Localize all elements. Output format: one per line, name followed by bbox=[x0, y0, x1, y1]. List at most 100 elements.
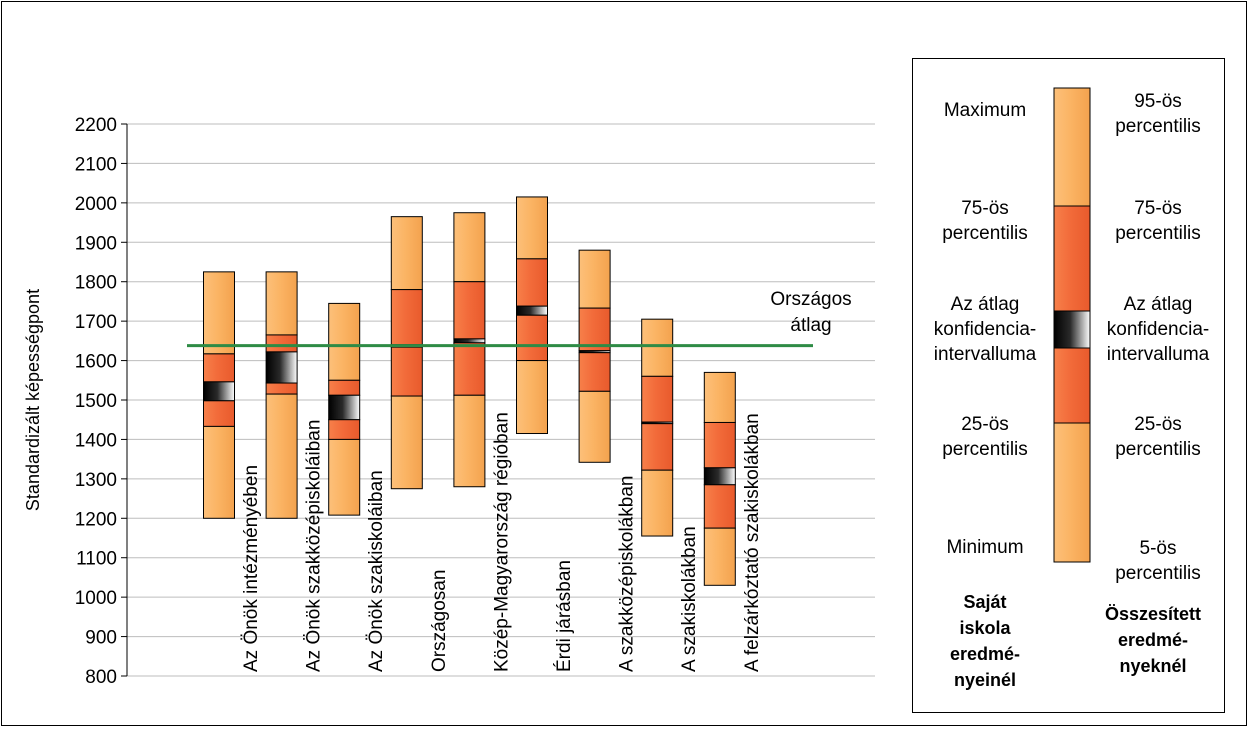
y-tick-label: 1500 bbox=[75, 391, 117, 412]
legend-left-p75: 75-ös percentilis bbox=[942, 198, 1028, 244]
boxes bbox=[203, 196, 736, 586]
category-labels: Az Önök intézményében Az Önök szakközépis… bbox=[241, 412, 763, 672]
y-tick-label: 1800 bbox=[75, 273, 117, 294]
box-inner-upper-segment bbox=[390, 289, 423, 346]
y-tick-label: 2000 bbox=[75, 194, 117, 215]
box-lower-segment bbox=[453, 394, 486, 488]
category-label: A szakközépiskolákban bbox=[617, 476, 638, 672]
box-upper-segment bbox=[578, 249, 611, 309]
legend-footer-aggregate: Összesített eredmé- nyeknél bbox=[1104, 604, 1202, 676]
box-inner-lower-segment bbox=[203, 400, 235, 427]
box-inner-lower-segment bbox=[328, 419, 361, 440]
legend-upper-box bbox=[1053, 87, 1091, 207]
y-tick-label: 1100 bbox=[76, 549, 117, 570]
box-upper-segment bbox=[390, 216, 423, 291]
legend-swatch bbox=[1053, 87, 1091, 563]
box-confidence-interval bbox=[328, 394, 361, 421]
category-label: Az Önök szakiskoláiban bbox=[366, 470, 387, 672]
category-label: A felzárkóztató szakiskolákban bbox=[742, 413, 763, 672]
box-upper-segment bbox=[453, 212, 486, 283]
box-inner-lower-segment bbox=[578, 352, 611, 392]
category-label: Közép-Magyarország régióban bbox=[491, 412, 512, 672]
box-inner-upper-segment bbox=[265, 334, 298, 353]
category-label: Országosan bbox=[429, 570, 450, 672]
y-tick-label: 800 bbox=[85, 667, 117, 688]
box-inner-lower-segment bbox=[703, 484, 736, 529]
legend-left-ci: Az átlag konfidencia- intervalluma bbox=[933, 294, 1037, 365]
category-label: Az Önök intézményében bbox=[241, 465, 262, 672]
category-label: Az Önök szakközépiskoláiban bbox=[304, 420, 325, 672]
box-inner-lower-segment bbox=[390, 346, 423, 397]
y-tick-label: 1400 bbox=[75, 430, 117, 451]
box-confidence-interval bbox=[516, 305, 548, 316]
legend-lower-box bbox=[1053, 422, 1091, 563]
y-tick-label: 1600 bbox=[75, 352, 117, 373]
box-group bbox=[516, 196, 548, 435]
box-lower-segment bbox=[641, 469, 674, 537]
reference-line-label: Országos bbox=[770, 289, 851, 310]
box-group bbox=[265, 271, 298, 519]
box-upper-segment bbox=[516, 196, 548, 260]
y-tick-label: 1700 bbox=[75, 312, 117, 333]
reference-line-label: átlag bbox=[790, 315, 831, 336]
box-inner-lower-segment bbox=[516, 314, 548, 362]
box-confidence-interval bbox=[265, 351, 298, 384]
box-group bbox=[328, 302, 361, 516]
legend-minimum: Minimum bbox=[946, 537, 1024, 558]
box-lower-segment bbox=[390, 395, 423, 490]
box-confidence-interval bbox=[703, 467, 736, 486]
category-label: A szakiskolákban bbox=[679, 526, 700, 672]
legend-left-p25: 25-ös percentilis bbox=[942, 414, 1028, 460]
box-inner-lower-segment bbox=[453, 342, 486, 396]
box-confidence-interval bbox=[453, 338, 486, 344]
y-tick-label: 1300 bbox=[75, 470, 117, 491]
box-upper-segment bbox=[703, 371, 736, 423]
legend-footer-own-school: Saját iskola eredmé- nyeinél bbox=[949, 592, 1021, 690]
y-tick-label: 900 bbox=[85, 628, 117, 649]
legend-ci bbox=[1053, 310, 1091, 349]
box-group bbox=[641, 318, 674, 537]
box-group bbox=[203, 271, 235, 519]
category-label: Érdi járásban bbox=[554, 560, 575, 672]
legend-right-p25: 25-ös percentilis bbox=[1115, 414, 1201, 460]
box-upper-segment bbox=[328, 302, 361, 381]
box-upper-segment bbox=[265, 271, 298, 336]
box-inner-upper-segment bbox=[328, 379, 361, 396]
box-group bbox=[578, 249, 611, 463]
y-tick-label: 2100 bbox=[75, 154, 117, 175]
y-tick-label: 1200 bbox=[75, 509, 117, 530]
box-lower-segment bbox=[578, 390, 611, 463]
y-tick-label: 1900 bbox=[75, 233, 117, 254]
box-inner-upper-segment bbox=[703, 421, 736, 469]
legend-right-p5: 5-ös percentilis bbox=[1115, 538, 1201, 584]
box-upper-segment bbox=[203, 271, 235, 355]
box-confidence-interval bbox=[203, 381, 235, 402]
box-lower-segment bbox=[703, 527, 736, 586]
box-group bbox=[453, 212, 486, 488]
legend-maximum: Maximum bbox=[943, 100, 1027, 121]
legend: Maximum 75-ös percentilis Az átlag konfi… bbox=[912, 58, 1225, 713]
legend-right-ci: Az átlag konfidencia- intervalluma bbox=[1106, 294, 1210, 365]
box-inner-upper-segment bbox=[641, 375, 674, 423]
box-lower-segment bbox=[265, 393, 298, 519]
box-lower-segment bbox=[203, 425, 235, 519]
box-group bbox=[703, 371, 736, 586]
y-tick-label: 1000 bbox=[75, 588, 117, 609]
legend-right-p75: 75-ös percentilis bbox=[1115, 198, 1201, 244]
y-tick-label: 2200 bbox=[75, 115, 117, 136]
box-group bbox=[390, 216, 423, 490]
y-axis-label: Standardizált képességpont bbox=[23, 289, 43, 511]
box-upper-segment bbox=[641, 318, 674, 377]
box-inner-lower-segment bbox=[641, 423, 674, 471]
legend-right-p95: 95-ös percentilis bbox=[1115, 91, 1201, 137]
legend-inner-upper bbox=[1053, 205, 1091, 312]
box-inner-upper-segment bbox=[516, 258, 548, 307]
legend-inner-lower bbox=[1053, 347, 1091, 424]
grid-lines bbox=[121, 123, 875, 677]
box-inner-upper-segment bbox=[453, 281, 486, 340]
box-inner-lower-segment bbox=[265, 382, 298, 395]
y-axis-ticks: 800 900 1000 1100 1200 1300 1400 1500 1600 1700 18… bbox=[75, 115, 117, 688]
box-lower-segment bbox=[516, 360, 548, 435]
